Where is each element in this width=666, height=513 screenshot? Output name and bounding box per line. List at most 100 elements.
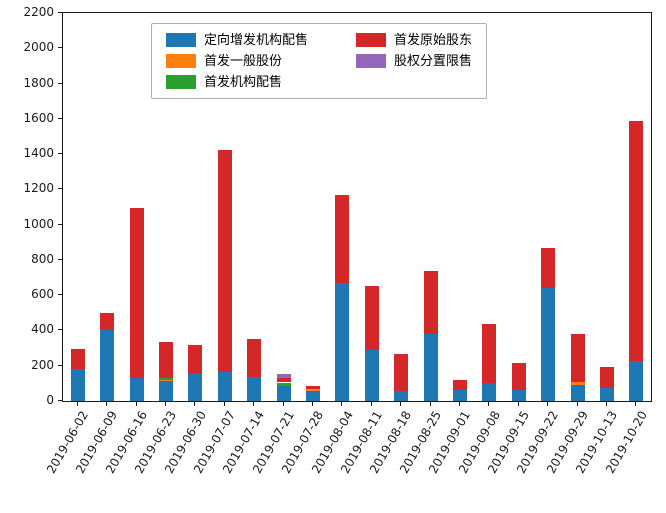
bar-segment-首发原始股东	[158, 341, 173, 379]
y-tick-mark	[58, 329, 62, 331]
bar-2019-06-30	[188, 13, 203, 401]
bar-segment-首发一般股份	[158, 379, 173, 381]
bar-segment-首发原始股东	[541, 247, 556, 289]
y-tick-mark	[58, 188, 62, 190]
x-tick-mark	[429, 402, 431, 406]
legend-item-股权分置限售: 股权分置限售	[356, 54, 472, 68]
x-tick-mark	[576, 402, 578, 406]
bar-segment-首发原始股东	[452, 379, 467, 391]
x-tick-mark	[341, 402, 343, 406]
bar-2019-06-02	[70, 13, 85, 401]
bar-segment-定向增发机构配售	[70, 369, 85, 401]
x-tick-mark	[135, 402, 137, 406]
bar-segment-定向增发机构配售	[541, 288, 556, 401]
bar-segment-首发原始股东	[188, 344, 203, 373]
y-tick-label: 2200	[23, 5, 54, 19]
bar-segment-首发原始股东	[305, 386, 320, 390]
bar-segment-首发机构配售	[276, 382, 291, 387]
bar-2019-07-07	[217, 13, 232, 401]
bar-2019-06-09	[100, 13, 115, 401]
bar-segment-定向增发机构配售	[100, 329, 115, 401]
legend-swatch-icon	[166, 54, 196, 68]
legend-label: 首发原始股东	[394, 32, 473, 48]
bar-segment-定向增发机构配售	[511, 389, 526, 401]
y-tick-label: 1400	[23, 146, 54, 161]
bars-layer	[63, 13, 651, 401]
x-tick-mark	[458, 402, 460, 406]
x-tick-mark	[253, 402, 255, 406]
x-tick-mark	[223, 402, 225, 406]
bar-segment-定向增发机构配售	[247, 377, 262, 401]
bar-2019-09-01	[452, 13, 467, 401]
bar-segment-首发原始股东	[70, 348, 85, 370]
y-tick-label: 200	[31, 357, 54, 372]
bar-segment-定向增发机构配售	[629, 361, 644, 401]
y-tick-label: 1200	[23, 181, 54, 196]
x-tick-mark	[517, 402, 519, 406]
bar-segment-首发原始股东	[217, 149, 232, 372]
y-tick-mark	[58, 153, 62, 155]
bar-2019-08-25	[423, 13, 438, 401]
bar-segment-定向增发机构配售	[188, 372, 203, 401]
legend-item-首发原始股东: 首发原始股东	[356, 33, 472, 47]
y-tick-mark	[58, 12, 62, 13]
bar-2019-07-21	[276, 13, 291, 401]
bar-segment-股权分置限售	[276, 373, 291, 379]
bar-segment-定向增发机构配售	[423, 333, 438, 401]
y-tick-mark	[58, 223, 62, 225]
bar-2019-09-29	[570, 13, 585, 401]
y-tick-label: 400	[31, 322, 54, 337]
legend-swatch-icon	[356, 54, 387, 68]
bar-segment-首发原始股东	[394, 354, 409, 392]
legend-column-2: 首发原始股东 股权分置限售	[356, 33, 472, 89]
bar-segment-定向增发机构配售	[129, 378, 144, 401]
bar-segment-定向增发机构配售	[394, 391, 409, 401]
legend-swatch-icon	[166, 75, 196, 89]
bar-segment-首发原始股东	[335, 194, 350, 283]
y-tick-mark	[58, 82, 62, 84]
x-tick-mark	[311, 402, 313, 406]
bar-segment-定向增发机构配售	[276, 386, 291, 401]
y-tick-label: 1000	[23, 216, 54, 231]
bar-segment-定向增发机构配售	[364, 349, 379, 401]
bar-2019-10-20	[629, 13, 644, 401]
y-tick-mark	[58, 117, 62, 119]
legend-item-定向增发机构配售: 定向增发机构配售	[166, 33, 308, 47]
bar-2019-07-14	[247, 13, 262, 401]
legend-label: 首发机构配售	[204, 74, 283, 90]
bar-segment-首发原始股东	[423, 270, 438, 334]
bar-segment-首发机构配售	[158, 378, 173, 380]
x-tick-mark	[106, 402, 108, 406]
y-tick-mark	[58, 364, 62, 366]
x-tick-mark	[282, 402, 284, 406]
x-tick-mark	[488, 402, 490, 406]
bar-segment-定向增发机构配售	[482, 383, 497, 401]
legend-label: 股权分置限售	[394, 53, 473, 69]
bar-2019-09-15	[511, 13, 526, 401]
bar-segment-首发原始股东	[129, 207, 144, 379]
bar-segment-首发一般股份	[305, 389, 320, 392]
bar-segment-定向增发机构配售	[452, 390, 467, 401]
bar-2019-10-13	[599, 13, 614, 401]
legend-item-首发机构配售: 首发机构配售	[166, 75, 308, 89]
x-tick-mark	[76, 402, 78, 406]
bar-2019-07-28	[305, 13, 320, 401]
legend-column-1: 定向增发机构配售首发一般股份 首发机构配售	[166, 33, 308, 89]
y-tick-label: 0	[46, 393, 54, 407]
bar-2019-08-18	[394, 13, 409, 401]
legend-label: 首发一般股份	[204, 53, 283, 69]
y-tick-mark	[58, 294, 62, 296]
bar-2019-06-23	[158, 13, 173, 401]
bar-segment-定向增发机构配售	[217, 371, 232, 401]
y-tick-mark	[58, 258, 62, 260]
bar-segment-首发一般股份	[570, 381, 585, 386]
bar-segment-定向增发机构配售	[599, 387, 614, 401]
x-tick-mark	[635, 402, 637, 406]
bar-segment-首发原始股东	[482, 324, 497, 384]
x-tick-mark	[400, 402, 402, 406]
bar-segment-定向增发机构配售	[158, 380, 173, 401]
bar-segment-首发原始股东	[511, 363, 526, 390]
y-tick-label: 800	[31, 251, 54, 266]
bar-2019-08-04	[335, 13, 350, 401]
y-tick-label: 600	[31, 287, 54, 302]
